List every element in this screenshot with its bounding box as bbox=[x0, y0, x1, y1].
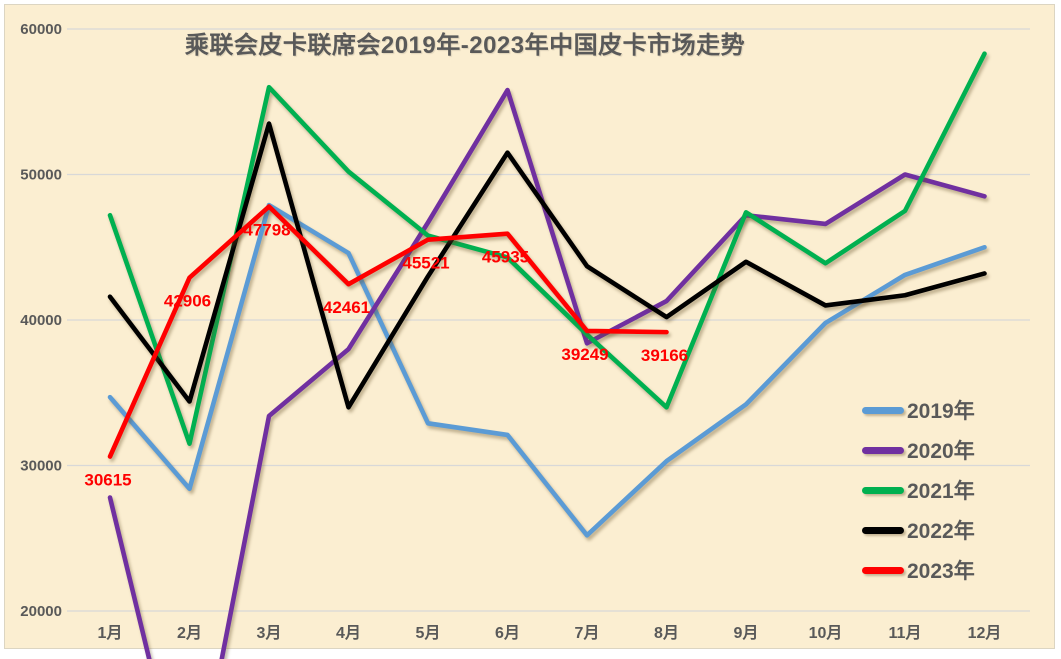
series-line-2020年 bbox=[107, 87, 987, 659]
legend-swatch bbox=[862, 486, 904, 494]
x-tick-label: 2月 bbox=[177, 624, 202, 642]
x-tick-label: 7月 bbox=[575, 624, 600, 642]
series-data-label: 47798 bbox=[243, 221, 290, 240]
x-tick-label: 9月 bbox=[734, 624, 759, 642]
y-tick-label: 60000 bbox=[20, 21, 62, 38]
y-tick-label: 40000 bbox=[20, 312, 62, 329]
x-tick-label: 3月 bbox=[257, 624, 282, 642]
legend-label: 2022年 bbox=[907, 520, 975, 543]
legend-label: 2020年 bbox=[907, 440, 975, 463]
chart-title: 乘联会皮卡联席会2019年-2023年中国皮卡市场走势 bbox=[184, 32, 746, 59]
x-tick-label: 5月 bbox=[416, 624, 441, 642]
legend-label: 2021年 bbox=[907, 480, 975, 503]
series-data-label: 45935 bbox=[482, 248, 529, 267]
y-tick-label: 20000 bbox=[20, 603, 62, 620]
y-tick-label: 30000 bbox=[20, 458, 62, 475]
series-data-label: 39166 bbox=[641, 346, 688, 365]
x-tick-label: 10月 bbox=[809, 624, 843, 642]
series-line-2022年 bbox=[107, 121, 987, 410]
x-tick-label: 8月 bbox=[654, 624, 679, 642]
chart-legend: 2019年 2020年 2021年 2022年 2023年 bbox=[862, 390, 975, 590]
legend-label: 2019年 bbox=[907, 400, 975, 423]
x-tick-label: 11月 bbox=[889, 624, 922, 642]
series-line-2019年 bbox=[107, 202, 987, 538]
x-tick-label: 4月 bbox=[336, 624, 361, 642]
series-data-label: 42906 bbox=[164, 292, 211, 311]
legend-swatch bbox=[862, 566, 904, 574]
legend-item-2021年: 2021年 bbox=[862, 470, 975, 510]
legend-swatch bbox=[862, 406, 904, 414]
series-line-2023年 bbox=[107, 204, 669, 459]
legend-swatch bbox=[862, 526, 904, 534]
x-tick-label: 6月 bbox=[495, 624, 520, 642]
y-tick-label: 50000 bbox=[20, 167, 62, 184]
series-data-label: 39249 bbox=[561, 345, 608, 364]
series-data-label: 42461 bbox=[323, 298, 370, 317]
series-data-label: 45521 bbox=[402, 254, 449, 273]
series-data-label: 30615 bbox=[84, 471, 131, 490]
series-line-2021年 bbox=[107, 51, 987, 446]
x-tick-label: 12月 bbox=[968, 624, 1002, 642]
legend-item-2019年: 2019年 bbox=[862, 390, 975, 430]
x-tick-label: 1月 bbox=[98, 624, 123, 642]
legend-label: 2023年 bbox=[907, 560, 975, 583]
legend-item-2020年: 2020年 bbox=[862, 430, 975, 470]
chart-panel bbox=[4, 4, 1055, 649]
legend-swatch bbox=[862, 446, 904, 454]
legend-item-2022年: 2022年 bbox=[862, 510, 975, 550]
legend-item-2023年: 2023年 bbox=[862, 550, 975, 590]
